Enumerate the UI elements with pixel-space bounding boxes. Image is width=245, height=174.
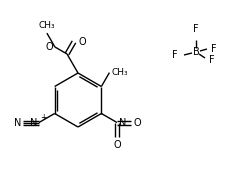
- Text: N: N: [119, 117, 126, 128]
- Text: N: N: [30, 117, 37, 128]
- Text: O: O: [45, 42, 53, 52]
- Text: CH₃: CH₃: [111, 68, 128, 77]
- Text: O: O: [113, 140, 121, 149]
- Text: F: F: [172, 50, 178, 60]
- Text: N: N: [14, 117, 21, 128]
- Text: F: F: [211, 44, 217, 54]
- Text: F: F: [193, 24, 199, 34]
- Text: O: O: [134, 117, 142, 128]
- Text: F: F: [209, 55, 215, 65]
- Text: CH₃: CH₃: [38, 21, 55, 30]
- Text: O: O: [78, 37, 86, 47]
- Text: +: +: [40, 113, 46, 122]
- Text: B: B: [193, 47, 199, 57]
